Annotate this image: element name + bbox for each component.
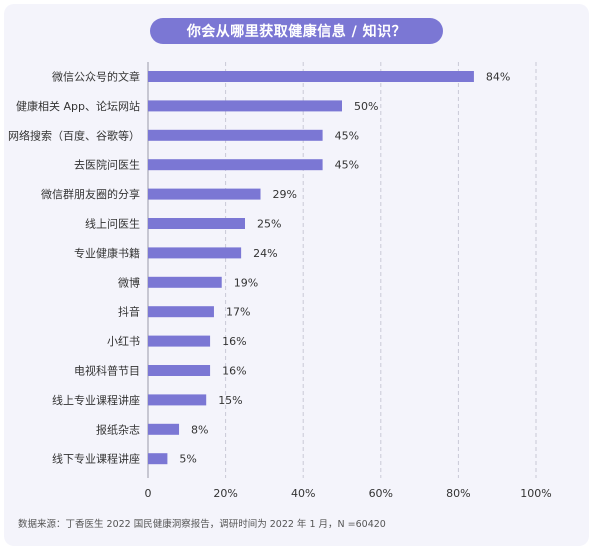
category-label: 电视科普节目 xyxy=(74,364,140,378)
value-label: 45% xyxy=(335,129,359,142)
bar xyxy=(148,365,211,376)
value-label: 15% xyxy=(218,394,242,407)
bar xyxy=(148,71,474,82)
category-label: 微信公众号的文章 xyxy=(52,70,140,84)
x-tick-label: 20% xyxy=(213,487,237,500)
bar xyxy=(148,247,242,259)
bar xyxy=(148,453,168,465)
category-label: 抖音 xyxy=(118,305,140,319)
value-label: 24% xyxy=(253,247,277,260)
category-label: 线上专业课程讲座 xyxy=(52,393,140,407)
value-label: 16% xyxy=(222,335,246,348)
bar xyxy=(148,129,323,141)
x-tick-label: 100% xyxy=(520,487,551,500)
category-label: 健康相关 App、论坛网站 xyxy=(16,99,140,113)
category-label: 微博 xyxy=(118,275,140,289)
category-label: 线上问医生 xyxy=(85,217,140,231)
bar xyxy=(148,306,214,318)
category-label: 报纸杂志 xyxy=(96,422,140,436)
bar xyxy=(148,218,245,229)
bar xyxy=(148,423,180,435)
x-tick-label: 40% xyxy=(291,487,315,500)
x-tick-label: 60% xyxy=(369,487,393,500)
category-label: 网络搜索（百度、谷歌等） xyxy=(8,128,140,142)
category-label: 小红书 xyxy=(107,335,140,348)
category-label: 微信群朋友圈的分享 xyxy=(41,187,140,201)
value-label: 84% xyxy=(486,71,510,84)
value-label: 5% xyxy=(179,453,196,466)
value-label: 25% xyxy=(257,218,281,231)
bar xyxy=(148,394,207,406)
bar xyxy=(148,276,222,288)
x-tick-label: 80% xyxy=(446,487,470,500)
category-label: 专业健康书籍 xyxy=(74,246,140,260)
chart-title: 你会从哪里获取健康信息 / 知识？ xyxy=(150,18,443,44)
value-label: 19% xyxy=(234,276,258,289)
bar xyxy=(148,100,342,112)
category-label: 线下专业课程讲座 xyxy=(52,452,140,466)
value-label: 50% xyxy=(354,100,378,113)
value-label: 29% xyxy=(273,188,297,201)
category-label: 去医院问医生 xyxy=(74,158,140,172)
bar xyxy=(148,159,323,171)
value-label: 16% xyxy=(222,365,246,378)
x-tick-label: 0 xyxy=(145,487,152,500)
bar xyxy=(148,335,211,347)
chart-card xyxy=(4,4,589,546)
value-label: 17% xyxy=(226,306,250,319)
bar xyxy=(148,188,261,200)
source-note: 数据来源：丁香医生 2022 国民健康洞察报告，调研时间为 2022 年 1 月… xyxy=(18,519,386,530)
value-label: 45% xyxy=(335,159,359,172)
value-label: 8% xyxy=(191,423,208,436)
